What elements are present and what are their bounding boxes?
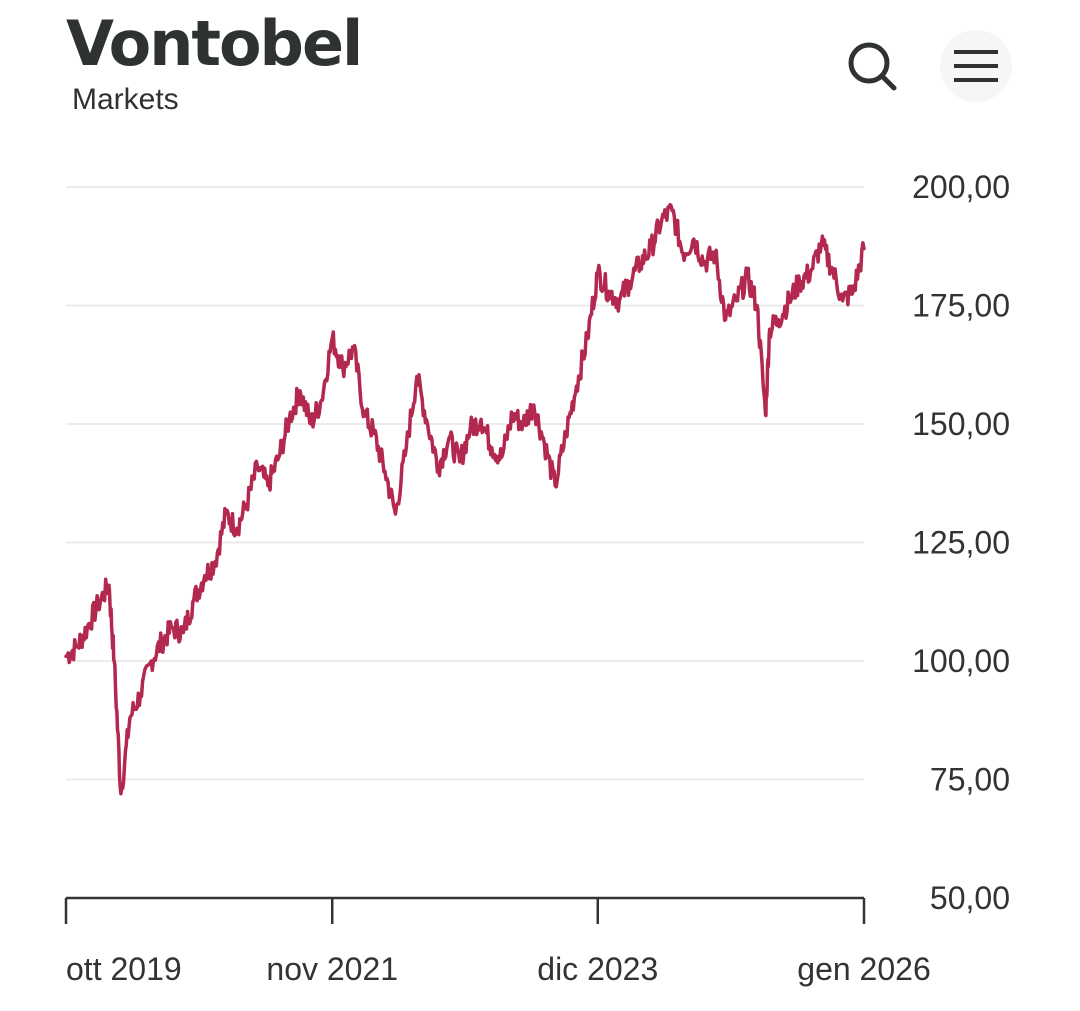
price-series-line[interactable] xyxy=(64,202,866,796)
brand-subtitle: Markets xyxy=(72,83,179,116)
search-button[interactable] xyxy=(836,30,908,102)
y-tick-label: 150,00 xyxy=(912,406,1010,442)
brand-logo[interactable]: Vontobel xyxy=(66,7,363,80)
x-tick-label: ott 2019 xyxy=(66,951,182,987)
x-tick-label: gen 2026 xyxy=(797,951,930,987)
y-tick-label: 125,00 xyxy=(912,525,1010,561)
x-tick-label: dic 2023 xyxy=(537,951,658,987)
y-tick-label: 75,00 xyxy=(930,762,1010,798)
series-layer xyxy=(64,202,866,796)
search-icon xyxy=(848,42,897,91)
app-header: Vontobel Markets xyxy=(0,0,1080,130)
grid-lines xyxy=(66,186,864,781)
x-axis xyxy=(64,896,866,924)
y-tick-label: 50,00 xyxy=(930,880,1010,916)
hamburger-menu-icon xyxy=(954,50,998,82)
y-tick-label: 200,00 xyxy=(912,169,1010,205)
x-axis-labels: ott 2019 nov 2021 dic 2023 gen 2026 xyxy=(66,951,931,987)
menu-button[interactable] xyxy=(940,30,1012,102)
y-tick-label: 100,00 xyxy=(912,643,1010,679)
x-tick-label: nov 2021 xyxy=(266,951,398,987)
y-tick-label: 175,00 xyxy=(912,288,1010,324)
y-axis-labels: 50,00 75,00 100,00 125,00 150,00 175,00 200,00 xyxy=(912,169,1010,916)
